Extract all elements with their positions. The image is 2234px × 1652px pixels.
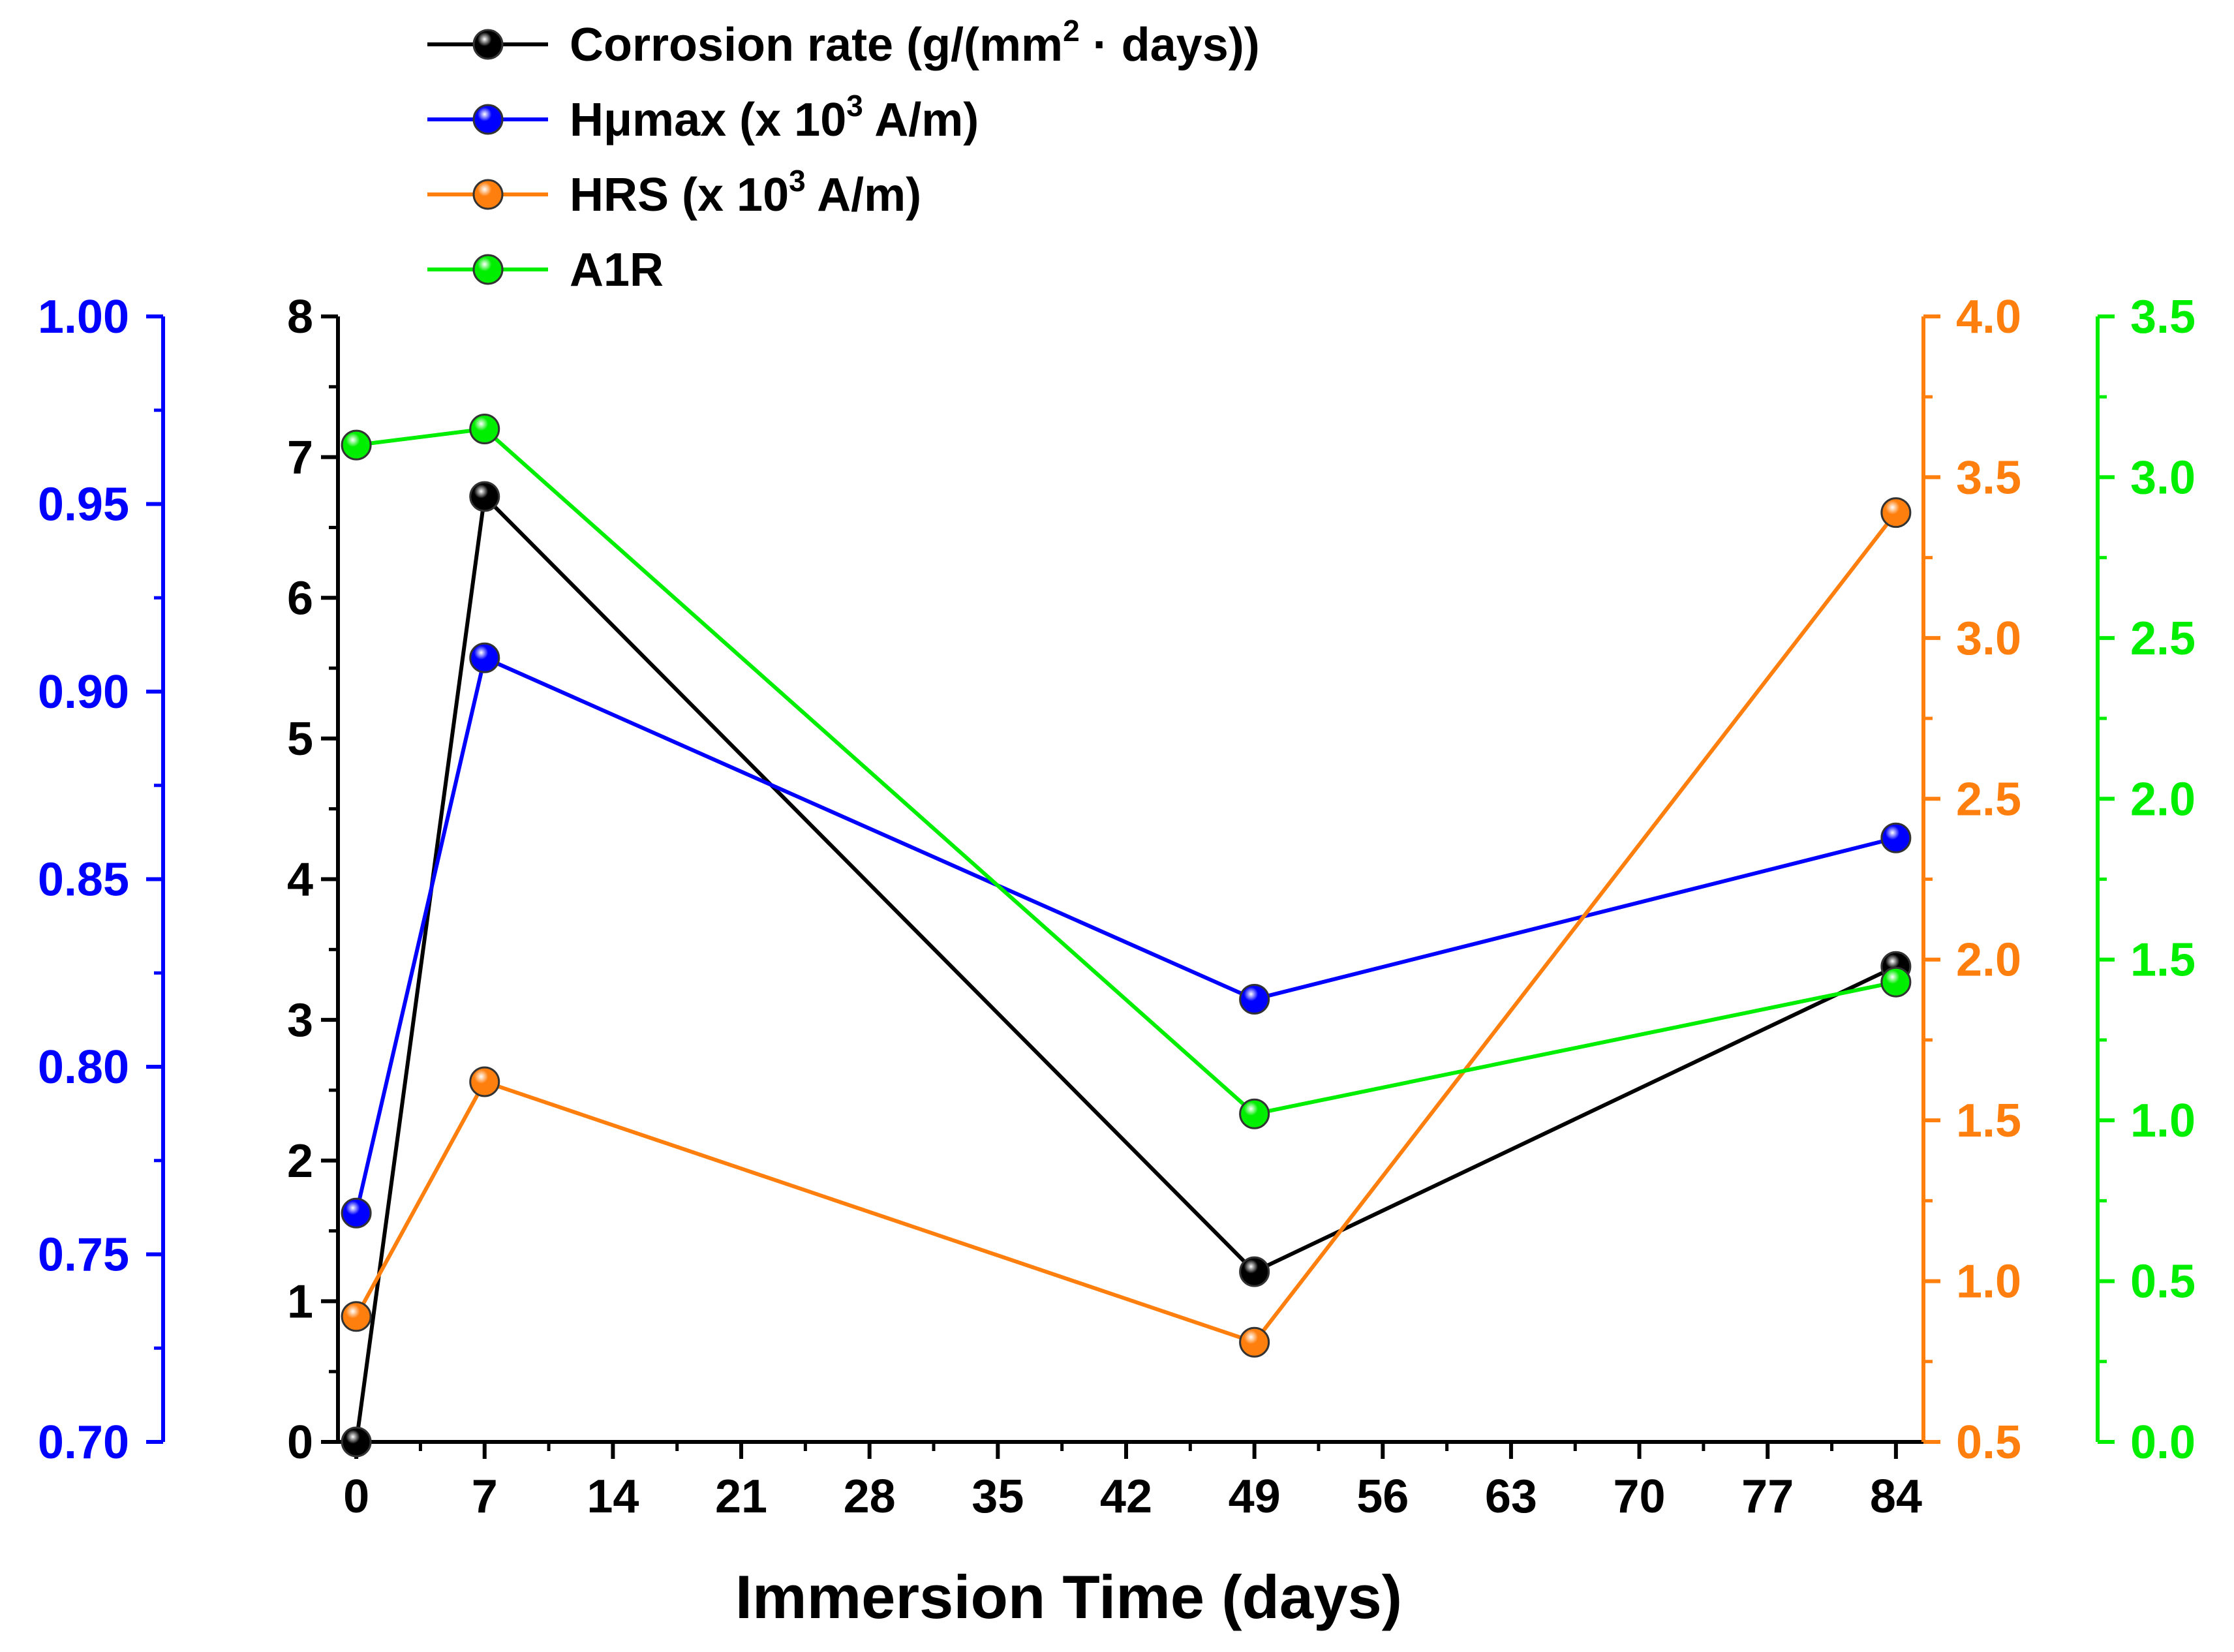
- x-tick-label: 49: [1229, 1471, 1281, 1523]
- series-line: [354, 495, 1897, 1443]
- data-point: [341, 1426, 372, 1458]
- data-point: [341, 1197, 372, 1229]
- right-outer-y-tick-label: 1.5: [2130, 934, 2196, 987]
- data-point: [1239, 1098, 1270, 1129]
- right-inner-y-tick-label: 3.0: [1956, 613, 2021, 665]
- data-point: [469, 1066, 500, 1097]
- series-3: [341, 497, 1912, 1358]
- left-outer-y-axis: 0.70 0.75 0.80 0.85 0.90 0.95 1.00: [38, 291, 165, 1469]
- left-outer-y-tick-label: 0.70: [38, 1416, 129, 1469]
- legend-label-tail: · days)): [1080, 19, 1260, 71]
- right-inner-y-tick-label: 0.5: [1956, 1416, 2021, 1469]
- right-outer-y-tick-label: 3.0: [2130, 451, 2196, 504]
- x-tick-label: 84: [1870, 1471, 1922, 1523]
- right-inner-y-tick-label: 1.0: [1956, 1256, 2021, 1308]
- left-outer-y-tick-label: 0.80: [38, 1041, 129, 1094]
- x-tick-label: 7: [472, 1471, 498, 1523]
- legend-marker: [472, 179, 504, 210]
- left-inner-y-tick-label: 6: [287, 572, 313, 624]
- left-outer-y-tick-label: 0.85: [38, 854, 129, 906]
- legend-label: HRS (x 103 A/m): [570, 164, 921, 221]
- right-inner-y-tick-label: 3.5: [1956, 451, 2021, 504]
- legend-marker: [472, 104, 504, 135]
- data-point: [1239, 984, 1270, 1015]
- legend-label: A1R: [570, 244, 664, 296]
- legend-label-tail: A/m): [806, 169, 921, 221]
- x-tick-label: 21: [715, 1471, 767, 1523]
- axes-layer: 0 7 14 21 28 35 42 49 56 63 70 77 840123456780.700.7…: [38, 291, 2196, 1523]
- right-outer-y-tick-label: 0.5: [2130, 1256, 2196, 1308]
- data-point: [1880, 497, 1912, 528]
- x-tick-label: 70: [1614, 1471, 1666, 1523]
- legend-entry: A1R: [427, 244, 664, 296]
- right-outer-y-tick-label: 0.0: [2130, 1416, 2196, 1469]
- x-tick-label: 77: [1741, 1471, 1794, 1523]
- legend-label-tail: A/m): [863, 94, 979, 146]
- left-inner-y-tick-label: 3: [287, 994, 313, 1047]
- right-outer-y-axis: 0.0 0.5 1.0 1.5 2.0 2.5 3.0 3.5: [2096, 291, 2196, 1469]
- left-inner-y-tick-label: 1: [287, 1276, 313, 1328]
- left-outer-y-tick-label: 0.95: [38, 479, 129, 531]
- x-tick-label: 28: [844, 1471, 896, 1523]
- legend-label: Corrosion rate (g/(mm2 · days)): [570, 14, 1260, 71]
- x-tick-label: 14: [587, 1471, 639, 1523]
- right-outer-y-tick-label: 2.5: [2130, 613, 2196, 665]
- legend-label: Hμmax (x 103 A/m): [570, 89, 979, 146]
- series-line: [354, 656, 1897, 1214]
- legend-entry: HRS (x 103 A/m): [427, 164, 921, 221]
- left-outer-y-tick-label: 1.00: [38, 291, 129, 343]
- right-outer-y-tick-label: 1.0: [2130, 1095, 2196, 1147]
- legend-label-main: Hμmax (x 10: [570, 94, 846, 146]
- legend: Corrosion rate (g/(mm2 · days)) Hμmax (x …: [427, 14, 1260, 296]
- legend-entry: Corrosion rate (g/(mm2 · days)): [427, 14, 1260, 71]
- right-outer-y-tick-label: 2.0: [2130, 773, 2196, 825]
- x-axis-title: Immersion Time (days): [735, 1563, 1402, 1631]
- left-inner-y-tick-label: 4: [287, 854, 313, 906]
- legend-label-main: HRS (x 10: [570, 169, 789, 221]
- series-line: [356, 427, 1897, 1116]
- data-point: [1880, 822, 1912, 853]
- data-point: [1239, 1326, 1270, 1358]
- x-tick-label: 63: [1485, 1471, 1537, 1523]
- legend-label-superscript: 3: [846, 89, 863, 123]
- data-point: [341, 1301, 372, 1332]
- left-inner-y-tick-label: 7: [287, 432, 313, 484]
- series-line: [354, 511, 1898, 1345]
- legend-label-main: Corrosion rate (g/(mm: [570, 19, 1063, 71]
- series-4: [341, 414, 1912, 1129]
- left-inner-y-tick-label: 0: [287, 1416, 313, 1469]
- x-tick-label: 35: [972, 1471, 1024, 1523]
- right-inner-y-tick-label: 4.0: [1956, 291, 2021, 343]
- data-point: [469, 481, 500, 512]
- series-2: [341, 642, 1912, 1229]
- series-layer: [341, 414, 1912, 1458]
- right-inner-y-tick-label: 1.5: [1956, 1095, 2021, 1147]
- data-point: [469, 414, 500, 444]
- right-outer-y-tick-label: 3.5: [2130, 291, 2196, 343]
- data-point: [341, 429, 372, 461]
- legend-marker: [472, 29, 504, 60]
- left-outer-y-tick-label: 0.90: [38, 666, 129, 718]
- right-inner-y-tick-label: 2.5: [1956, 773, 2021, 825]
- x-tick-label: 42: [1100, 1471, 1152, 1523]
- right-inner-y-axis: 0.5 1.0 1.5 2.0 2.5 3.0 3.5 4.0: [1921, 291, 2021, 1469]
- legend-label-superscript: 3: [789, 164, 806, 198]
- legend-marker: [472, 254, 504, 285]
- data-point: [1239, 1256, 1270, 1287]
- x-tick-label: 0: [343, 1471, 369, 1523]
- left-inner-y-tick-label: 2: [287, 1135, 313, 1187]
- legend-label-superscript: 2: [1063, 14, 1080, 48]
- data-point: [1880, 966, 1912, 998]
- data-point: [469, 642, 500, 673]
- x-tick-label: 56: [1356, 1471, 1409, 1523]
- left-inner-y-tick-label: 8: [287, 291, 313, 343]
- right-inner-y-tick-label: 2.0: [1956, 934, 2021, 987]
- left-inner-y-axis: 0 1 2 3 4 5 6 7 8: [287, 291, 340, 1469]
- left-inner-y-tick-label: 5: [287, 713, 313, 765]
- left-outer-y-tick-label: 0.75: [38, 1229, 129, 1281]
- legend-label-main: A1R: [570, 244, 664, 296]
- legend-entry: Hμmax (x 103 A/m): [427, 89, 979, 146]
